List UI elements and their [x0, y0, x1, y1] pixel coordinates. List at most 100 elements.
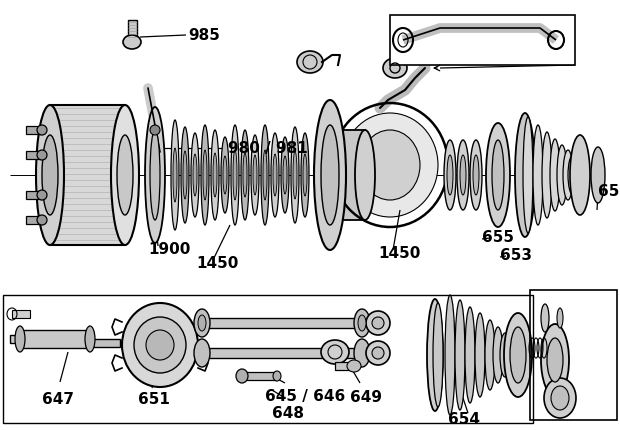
Ellipse shape [372, 317, 384, 329]
Ellipse shape [470, 140, 482, 210]
Ellipse shape [475, 313, 485, 397]
Ellipse shape [544, 378, 576, 418]
Ellipse shape [570, 135, 590, 215]
Ellipse shape [15, 326, 25, 352]
Ellipse shape [37, 125, 47, 135]
Ellipse shape [383, 58, 407, 78]
Ellipse shape [510, 327, 526, 383]
Ellipse shape [568, 155, 578, 195]
Ellipse shape [194, 339, 210, 367]
Ellipse shape [150, 125, 160, 135]
Ellipse shape [191, 133, 199, 217]
Ellipse shape [358, 315, 366, 331]
Text: 651: 651 [138, 393, 170, 408]
Bar [128, 20, 137, 42]
Ellipse shape [541, 304, 549, 332]
Bar [202, 318, 362, 328]
Ellipse shape [173, 148, 177, 202]
Ellipse shape [523, 117, 533, 233]
Ellipse shape [183, 151, 187, 199]
Ellipse shape [293, 151, 297, 199]
Ellipse shape [314, 100, 346, 250]
Ellipse shape [221, 137, 229, 213]
Ellipse shape [347, 360, 361, 372]
Ellipse shape [563, 150, 573, 200]
Ellipse shape [251, 135, 259, 215]
Ellipse shape [211, 130, 219, 220]
Bar [50, 105, 125, 245]
Ellipse shape [198, 315, 206, 331]
Ellipse shape [111, 105, 139, 245]
Ellipse shape [492, 140, 504, 210]
Ellipse shape [504, 313, 532, 397]
Text: 648: 648 [272, 406, 304, 421]
Text: 1450: 1450 [378, 246, 420, 261]
Text: 655: 655 [482, 230, 514, 245]
Ellipse shape [485, 320, 495, 390]
Ellipse shape [37, 190, 47, 200]
Text: 654: 654 [448, 412, 480, 427]
Ellipse shape [547, 338, 563, 382]
Ellipse shape [360, 130, 420, 200]
Ellipse shape [181, 127, 189, 223]
Ellipse shape [273, 154, 277, 196]
Text: 985: 985 [188, 28, 220, 43]
Ellipse shape [273, 371, 281, 381]
Ellipse shape [591, 147, 605, 203]
Text: 653: 653 [500, 248, 532, 262]
Bar [335, 362, 353, 370]
Text: 647: 647 [42, 393, 74, 408]
Ellipse shape [297, 51, 323, 73]
Bar [330, 130, 365, 220]
Ellipse shape [117, 135, 133, 215]
Ellipse shape [354, 309, 370, 337]
Bar [26, 216, 42, 224]
Ellipse shape [303, 154, 307, 196]
Ellipse shape [213, 153, 217, 197]
Bar [26, 191, 42, 199]
Text: 980 / 981: 980 / 981 [228, 141, 308, 156]
Ellipse shape [557, 145, 567, 205]
Ellipse shape [253, 155, 257, 195]
Text: 645 / 646: 645 / 646 [265, 390, 345, 405]
Ellipse shape [515, 113, 535, 237]
Ellipse shape [193, 154, 197, 196]
Ellipse shape [493, 327, 503, 383]
Ellipse shape [372, 347, 384, 359]
Ellipse shape [444, 140, 456, 210]
Ellipse shape [134, 317, 186, 373]
Ellipse shape [281, 137, 289, 213]
Ellipse shape [321, 340, 349, 364]
Ellipse shape [533, 125, 543, 225]
Bar [10, 335, 20, 343]
Ellipse shape [122, 303, 198, 387]
Ellipse shape [457, 140, 469, 210]
Ellipse shape [541, 324, 569, 396]
Ellipse shape [271, 133, 279, 217]
Text: 1900: 1900 [148, 243, 190, 258]
Ellipse shape [427, 299, 443, 411]
Ellipse shape [85, 326, 95, 352]
Ellipse shape [36, 105, 64, 245]
Ellipse shape [342, 113, 438, 217]
Ellipse shape [473, 155, 479, 195]
Ellipse shape [150, 130, 160, 220]
Ellipse shape [261, 125, 269, 225]
Ellipse shape [301, 133, 309, 217]
Bar [3, 295, 533, 423]
Ellipse shape [486, 123, 510, 227]
Bar [12, 310, 30, 318]
Ellipse shape [433, 303, 443, 407]
Ellipse shape [455, 300, 465, 410]
Ellipse shape [551, 386, 569, 410]
Ellipse shape [355, 130, 375, 220]
Text: 649: 649 [350, 390, 382, 405]
Ellipse shape [194, 309, 210, 337]
Ellipse shape [465, 307, 475, 403]
Ellipse shape [366, 341, 390, 365]
Ellipse shape [223, 156, 227, 194]
Ellipse shape [37, 150, 47, 160]
Ellipse shape [445, 295, 455, 415]
Ellipse shape [321, 125, 339, 225]
Text: 650: 650 [598, 184, 620, 200]
